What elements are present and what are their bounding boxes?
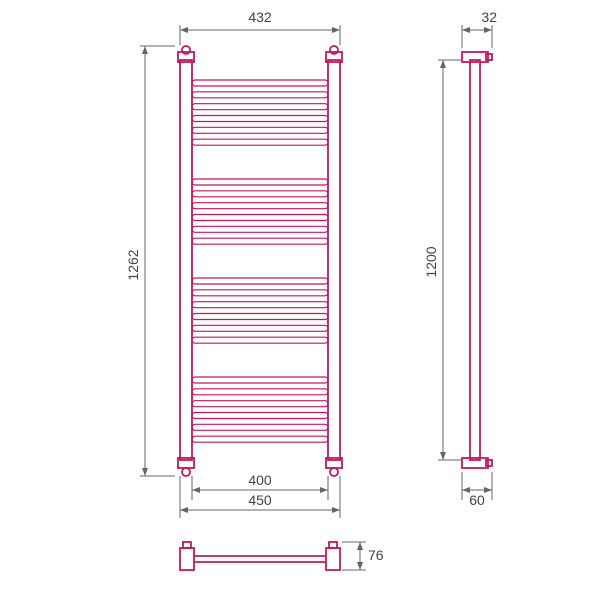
rung [192,139,328,145]
rung [192,389,328,395]
dim-label: 432 [248,9,272,25]
rung [192,226,328,232]
dim-label: 60 [469,492,485,508]
rung [192,337,328,343]
dim-side-top: 32 [462,9,497,48]
rung [192,179,328,185]
dim-label: 450 [248,492,272,508]
rung [192,203,328,209]
rung [192,191,328,197]
dim-top-width: 432 [180,9,340,45]
technical-drawing: 432 1262 400 450 [0,0,600,600]
rung [192,436,328,442]
rung [192,424,328,430]
rung [192,302,328,308]
dim-bottom-view-height: 76 [342,542,384,570]
side-view: 32 1200 60 [423,9,497,508]
bottom-view: 76 [180,542,384,570]
front-rungs [192,80,328,442]
rung [192,80,328,86]
dim-label: 1200 [423,246,439,277]
rung [192,314,328,320]
dim-side-height: 1200 [423,60,462,460]
rung [192,127,328,133]
rung [192,377,328,383]
rung [192,278,328,284]
rung [192,238,328,244]
rung [192,413,328,419]
rung [192,92,328,98]
dim-label: 1262 [125,249,141,280]
rung [192,290,328,296]
dim-label: 32 [481,9,497,25]
rung [192,215,328,221]
rung [192,104,328,110]
rung [192,401,328,407]
dim-label: 76 [368,547,384,563]
rung [192,116,328,122]
front-view: 432 1262 400 450 [125,9,342,518]
rung [192,325,328,331]
dim-label: 400 [248,472,272,488]
dim-left-height: 1262 [125,46,175,476]
dim-side-bottom: 60 [462,472,492,508]
